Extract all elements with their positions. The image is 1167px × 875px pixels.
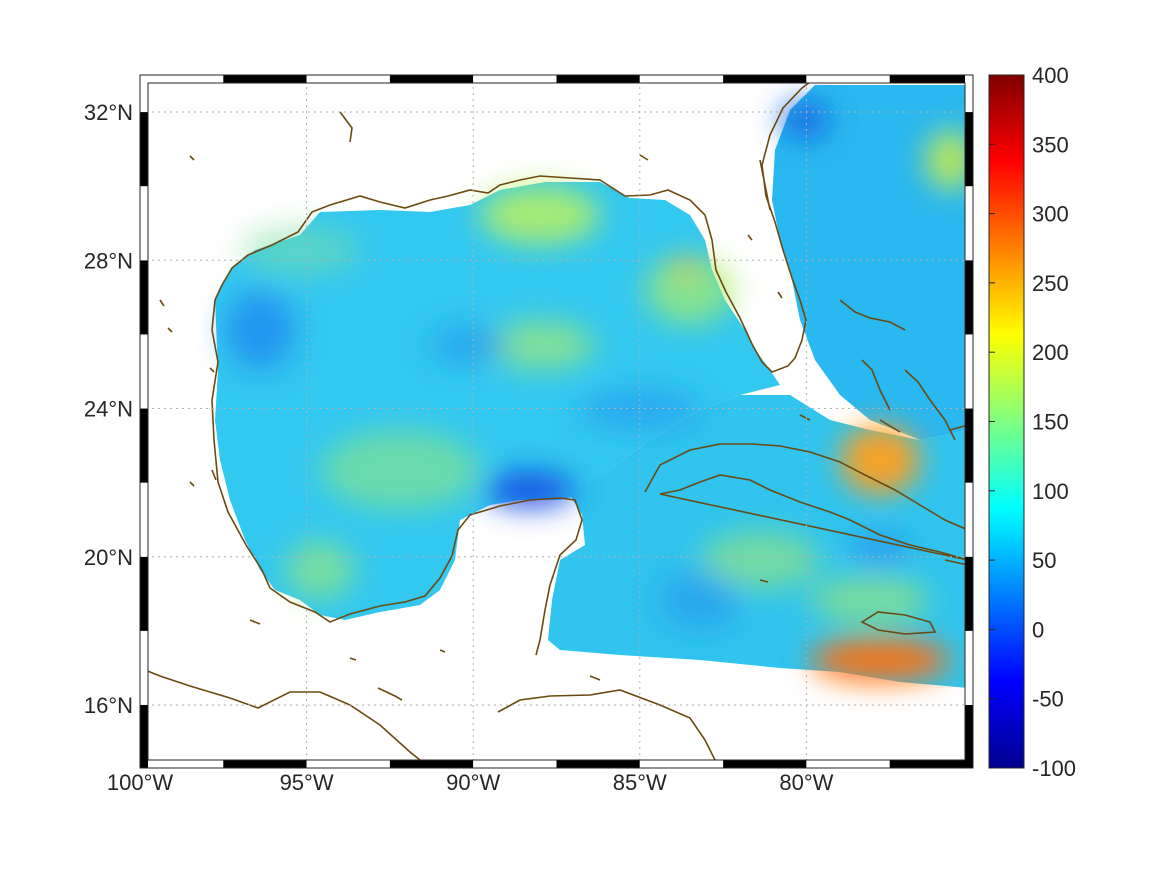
colorbar-tick-label: 150	[1032, 410, 1069, 435]
gulf-field	[215, 182, 780, 620]
x-tick-label: 85°W	[613, 770, 667, 795]
frame-segment-bottom	[473, 760, 557, 768]
mexico-coastline	[211, 299, 583, 656]
frame-segment-left	[140, 186, 148, 261]
cuba-coastline	[644, 443, 969, 561]
frame-segment-top	[639, 75, 724, 83]
frame-segment-bottom	[889, 760, 973, 768]
frame-segment-bottom	[556, 760, 640, 768]
frame-segment-right	[965, 186, 973, 261]
x-tick-label: 100°W	[107, 770, 174, 795]
y-tick-label: 32°N	[84, 100, 133, 125]
frame-segment-left	[140, 705, 148, 768]
frame-segment-left	[140, 630, 148, 705]
colorbar-tick-label: 100	[1032, 479, 1069, 504]
frame-segment-bottom	[223, 760, 307, 768]
islands	[159, 111, 811, 701]
frame-segment-top	[306, 75, 390, 83]
y-tick-label: 24°N	[84, 397, 133, 422]
colorbar-tick-label: 0	[1032, 617, 1044, 642]
frame-segment-top	[806, 75, 890, 83]
frame-segment-left	[140, 556, 148, 631]
central-america-coastline	[140, 667, 431, 768]
frame-segment-bottom	[806, 760, 890, 768]
frame-segment-right	[965, 482, 973, 557]
frame-segment-right	[965, 334, 973, 409]
frame-segment-left	[140, 482, 148, 557]
frame-segment-right	[965, 705, 973, 768]
frame-segment-right	[965, 75, 973, 113]
atlantic-field	[772, 85, 968, 440]
frame-segment-right	[965, 556, 973, 631]
jamaica-coastline	[860, 611, 937, 635]
frame-segment-right	[965, 260, 973, 335]
frame-segment-right	[965, 112, 973, 187]
x-tick-label: 90°W	[446, 770, 500, 795]
frame-segment-left	[140, 334, 148, 409]
frame-segment-left	[140, 408, 148, 483]
colorbar-tick-label: 400	[1032, 63, 1069, 88]
frame-segment-bottom	[140, 760, 224, 768]
colorbar-tick-label: -50	[1032, 687, 1064, 712]
frame-segment-bottom	[723, 760, 807, 768]
frame-segment-top	[723, 75, 807, 83]
colorbar-tick-label: 200	[1032, 340, 1069, 365]
x-tick-label: 95°W	[280, 770, 334, 795]
colorbar-tick-label: -100	[1032, 756, 1076, 781]
colorbar: 400 350 300 250 200 150 100 50 0 -50 -100	[988, 63, 1076, 781]
ocean-field	[215, 85, 973, 688]
y-tick-labels: 32°N 28°N 24°N 20°N 16°N	[84, 100, 133, 718]
colorbar-tick-label: 350	[1032, 132, 1069, 157]
x-tick-label: 80°W	[779, 770, 833, 795]
frame-inner-border	[147, 82, 966, 761]
colorbar-tick-label: 300	[1032, 202, 1069, 227]
frame-segment-top	[389, 75, 474, 83]
map-frame	[139, 74, 974, 769]
frame-segment-top	[889, 75, 973, 83]
colorbar-tick-labels: 400 350 300 250 200 150 100 50 0 -50 -100	[989, 63, 1076, 781]
frame-segment-top	[140, 75, 224, 83]
honduras-coastline	[497, 689, 716, 761]
frame-segment-top	[556, 75, 640, 83]
frame-segment-top	[473, 75, 557, 83]
frame-segment-bottom	[389, 760, 474, 768]
colorbar-tick-label: 50	[1032, 548, 1056, 573]
gridlines	[140, 75, 973, 768]
colorbar-tick-label: 250	[1032, 271, 1069, 296]
bahamas-coastline	[839, 299, 956, 441]
x-tick-labels: 100°W 95°W 90°W 85°W 80°W	[107, 770, 834, 795]
frame-border	[139, 74, 974, 769]
frame-segment-right	[965, 408, 973, 483]
frame-segment-left	[140, 75, 148, 113]
frame-segment-left	[140, 260, 148, 335]
y-tick-label: 20°N	[84, 545, 133, 570]
frame-segment-bottom	[306, 760, 390, 768]
frame-segment-left	[140, 112, 148, 187]
gulf-coastline	[214, 75, 819, 373]
y-tick-label: 28°N	[84, 248, 133, 273]
coastlines	[140, 75, 969, 768]
y-tick-label: 16°N	[84, 693, 133, 718]
frame-segment-top	[223, 75, 307, 83]
frame-segment-right	[965, 630, 973, 705]
frame-segment-bottom	[639, 760, 724, 768]
